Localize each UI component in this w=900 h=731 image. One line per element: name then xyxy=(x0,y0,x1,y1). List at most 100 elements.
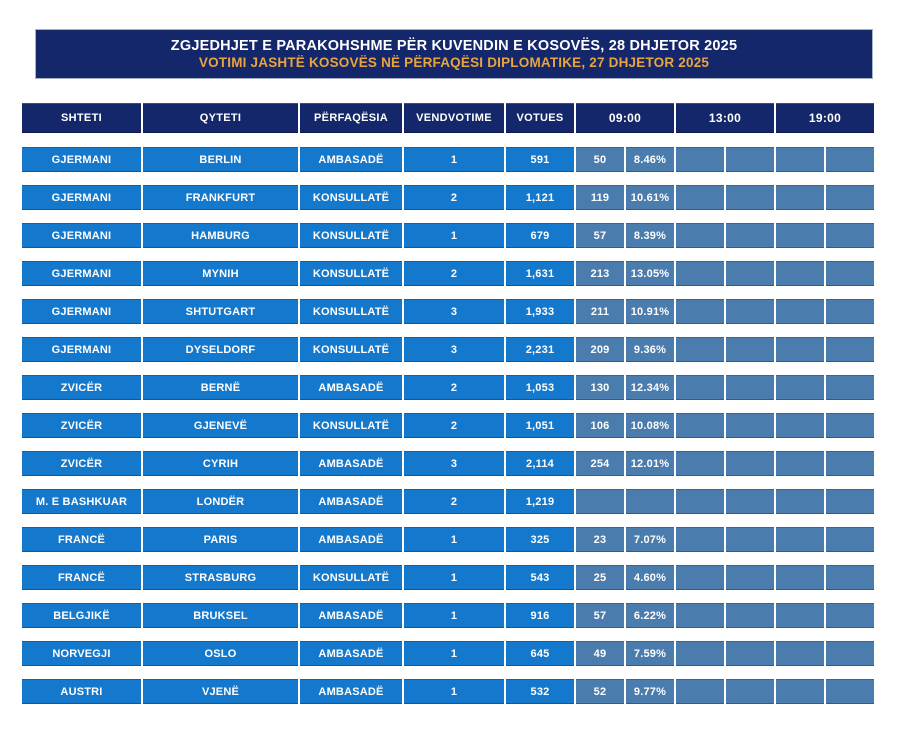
cell-votues: 916 xyxy=(506,603,574,628)
cell-1900-pct xyxy=(826,223,874,248)
cell-0900-pct: 9.77% xyxy=(626,679,674,704)
cell-1900-votues xyxy=(776,185,824,210)
cell-vendvotime: 2 xyxy=(404,375,504,400)
cell-vendvotime: 1 xyxy=(404,679,504,704)
cell-0900-votues: 23 xyxy=(576,527,624,552)
cell-1900-pct xyxy=(826,413,874,438)
cell-0900-votues: 119 xyxy=(576,185,624,210)
cell-votues: 2,114 xyxy=(506,451,574,476)
cell-qyteti: BRUKSEL xyxy=(143,603,298,628)
cell-qyteti: BERLIN xyxy=(143,147,298,172)
cell-vendvotime: 1 xyxy=(404,147,504,172)
cell-0900-votues: 130 xyxy=(576,375,624,400)
table-row: NORVEGJI OSLO AMBASADË 1 645 49 7.59% xyxy=(22,641,874,666)
cell-votues: 1,933 xyxy=(506,299,574,324)
cell-votues: 532 xyxy=(506,679,574,704)
cell-shteti: BELGJIKË xyxy=(22,603,141,628)
cell-1900-pct xyxy=(826,147,874,172)
table-row: GJERMANI HAMBURG KONSULLATË 1 679 57 8.3… xyxy=(22,223,874,248)
cell-1300-pct xyxy=(726,375,774,400)
cell-1300-pct xyxy=(726,679,774,704)
cell-1900-pct xyxy=(826,489,874,514)
cell-0900-pct: 8.46% xyxy=(626,147,674,172)
cell-0900-votues: 106 xyxy=(576,413,624,438)
cell-0900-votues: 25 xyxy=(576,565,624,590)
cell-1900-votues xyxy=(776,679,824,704)
cell-vendvotime: 2 xyxy=(404,413,504,438)
cell-qyteti: MYNIH xyxy=(143,261,298,286)
table-header-row: SHTETI QYTETI PËRFAQËSIA VENDVOTIME VOTU… xyxy=(22,103,874,133)
table-row: GJERMANI DYSELDORF KONSULLATË 3 2,231 20… xyxy=(22,337,874,362)
cell-votues: 543 xyxy=(506,565,574,590)
cell-vendvotime: 2 xyxy=(404,489,504,514)
cell-shteti: GJERMANI xyxy=(22,185,141,210)
cell-perfaqesia: AMBASADË xyxy=(300,375,402,400)
cell-1900-votues xyxy=(776,261,824,286)
cell-0900-votues: 254 xyxy=(576,451,624,476)
cell-perfaqesia: KONSULLATË xyxy=(300,185,402,210)
cell-1900-pct xyxy=(826,299,874,324)
cell-0900-pct: 9.36% xyxy=(626,337,674,362)
cell-1300-pct xyxy=(726,603,774,628)
cell-perfaqesia: AMBASADË xyxy=(300,641,402,666)
cell-1300-votues xyxy=(676,185,724,210)
cell-0900-votues: 213 xyxy=(576,261,624,286)
cell-1900-votues xyxy=(776,565,824,590)
column-header-1300: 13:00 xyxy=(676,103,774,133)
cell-perfaqesia: AMBASADË xyxy=(300,527,402,552)
cell-0900-pct: 13.05% xyxy=(626,261,674,286)
cell-0900-pct: 10.08% xyxy=(626,413,674,438)
cell-votues: 591 xyxy=(506,147,574,172)
cell-qyteti: VJENË xyxy=(143,679,298,704)
cell-1300-votues xyxy=(676,489,724,514)
cell-qyteti: CYRIH xyxy=(143,451,298,476)
cell-1300-pct xyxy=(726,489,774,514)
cell-shteti: ZVICËR xyxy=(22,413,141,438)
cell-vendvotime: 3 xyxy=(404,299,504,324)
cell-perfaqesia: KONSULLATË xyxy=(300,565,402,590)
cell-0900-votues: 209 xyxy=(576,337,624,362)
cell-vendvotime: 1 xyxy=(404,527,504,552)
cell-0900-votues xyxy=(576,489,624,514)
cell-vendvotime: 3 xyxy=(404,337,504,362)
cell-1900-votues xyxy=(776,451,824,476)
cell-qyteti: FRANKFURT xyxy=(143,185,298,210)
cell-qyteti: GJENEVË xyxy=(143,413,298,438)
cell-1900-votues xyxy=(776,489,824,514)
table-row: FRANCË PARIS AMBASADË 1 325 23 7.07% xyxy=(22,527,874,552)
cell-0900-pct: 7.59% xyxy=(626,641,674,666)
cell-shteti: GJERMANI xyxy=(22,223,141,248)
cell-1300-votues xyxy=(676,565,724,590)
cell-vendvotime: 3 xyxy=(404,451,504,476)
cell-shteti: AUSTRI xyxy=(22,679,141,704)
cell-vendvotime: 1 xyxy=(404,603,504,628)
cell-0900-pct: 7.07% xyxy=(626,527,674,552)
cell-1900-pct xyxy=(826,641,874,666)
cell-perfaqesia: AMBASADË xyxy=(300,489,402,514)
cell-1900-votues xyxy=(776,223,824,248)
column-header-qyteti: QYTETI xyxy=(143,103,298,133)
cell-shteti: GJERMANI xyxy=(22,337,141,362)
column-header-0900: 09:00 xyxy=(576,103,674,133)
cell-1900-pct xyxy=(826,603,874,628)
cell-1900-votues xyxy=(776,413,824,438)
cell-1300-votues xyxy=(676,299,724,324)
cell-0900-pct: 10.61% xyxy=(626,185,674,210)
cell-1900-votues xyxy=(776,603,824,628)
cell-qyteti: HAMBURG xyxy=(143,223,298,248)
results-table: SHTETI QYTETI PËRFAQËSIA VENDVOTIME VOTU… xyxy=(22,103,874,704)
cell-perfaqesia: KONSULLATË xyxy=(300,299,402,324)
cell-vendvotime: 1 xyxy=(404,565,504,590)
cell-1900-pct xyxy=(826,679,874,704)
cell-shteti: GJERMANI xyxy=(22,299,141,324)
cell-1900-votues xyxy=(776,147,824,172)
cell-vendvotime: 2 xyxy=(404,185,504,210)
cell-1300-votues xyxy=(676,641,724,666)
cell-shteti: M. E BASHKUAR xyxy=(22,489,141,514)
cell-qyteti: DYSELDORF xyxy=(143,337,298,362)
cell-1300-pct xyxy=(726,565,774,590)
cell-0900-votues: 52 xyxy=(576,679,624,704)
cell-shteti: ZVICËR xyxy=(22,375,141,400)
cell-votues: 1,219 xyxy=(506,489,574,514)
cell-perfaqesia: KONSULLATË xyxy=(300,413,402,438)
